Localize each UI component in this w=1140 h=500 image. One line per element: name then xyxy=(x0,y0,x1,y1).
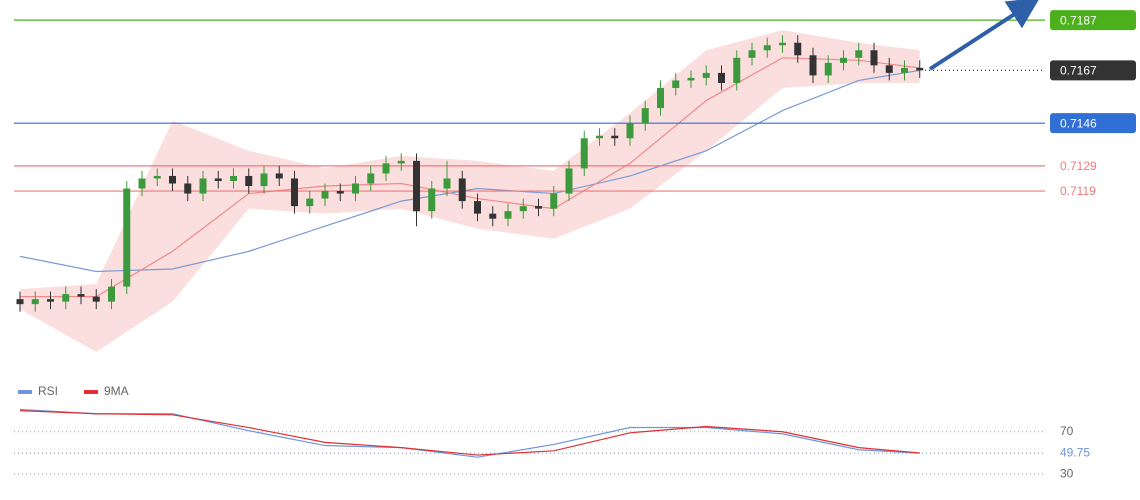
candle-body xyxy=(885,65,893,73)
candle-body xyxy=(458,178,466,202)
trend-arrow xyxy=(928,0,1041,71)
price-badge xyxy=(1050,10,1136,31)
candle-body xyxy=(31,299,39,305)
candle-body xyxy=(413,160,420,212)
price-label: 0.7129 xyxy=(1060,159,1097,173)
candle-body xyxy=(733,57,741,83)
candle-body xyxy=(92,296,100,302)
indicator-line xyxy=(19,409,920,456)
current-label: 49.75 xyxy=(1060,445,1090,459)
candle-body xyxy=(824,62,832,76)
indicator-line xyxy=(19,408,920,458)
candle-body xyxy=(763,45,771,51)
candle-body xyxy=(596,135,603,139)
candle-body xyxy=(214,178,222,181)
candle-body xyxy=(474,201,481,214)
candle-body xyxy=(62,294,70,302)
candle-body xyxy=(153,175,161,179)
candle-body xyxy=(123,188,131,287)
candle-body xyxy=(687,77,695,81)
candle-body xyxy=(779,42,786,46)
candle-body xyxy=(77,294,85,297)
candle-body xyxy=(336,191,344,194)
candle-body xyxy=(916,67,924,71)
price-label: 0.7187 xyxy=(1060,13,1097,27)
candle-body xyxy=(352,183,359,194)
price-label: 0.7167 xyxy=(1060,64,1097,78)
candle-body xyxy=(489,213,497,219)
legend-label: 9MA xyxy=(104,384,129,398)
price-label: 0.7146 xyxy=(1060,116,1097,130)
price-badge xyxy=(1050,60,1136,81)
candle-body xyxy=(16,299,24,305)
candle-body xyxy=(169,175,176,184)
candle-body xyxy=(199,178,207,194)
candle-body xyxy=(382,163,390,174)
candle-body xyxy=(550,193,558,209)
candle-body xyxy=(184,183,192,194)
legend-swatch xyxy=(84,390,98,394)
candle-body xyxy=(702,72,710,78)
candle-body xyxy=(367,173,375,184)
candle-body xyxy=(855,50,863,58)
candle-body xyxy=(47,299,54,302)
moving-average xyxy=(19,69,920,273)
candle-body xyxy=(138,178,146,189)
candle-body xyxy=(718,72,725,83)
candle-body xyxy=(230,175,237,181)
candle-body xyxy=(657,87,664,109)
candle-body xyxy=(245,175,253,187)
candle-body xyxy=(260,173,268,187)
candle-body xyxy=(611,135,619,139)
candle-body xyxy=(641,108,649,124)
legend-swatch xyxy=(18,390,32,394)
candle-body xyxy=(901,67,908,73)
candle-body xyxy=(794,42,802,56)
candle-body xyxy=(321,191,329,199)
candle-body xyxy=(809,55,817,76)
candle-body xyxy=(840,57,847,63)
candle-body xyxy=(672,80,680,88)
candle-body xyxy=(428,188,436,212)
candle-body xyxy=(108,286,115,302)
candle-body xyxy=(580,138,588,169)
price-badge xyxy=(1050,113,1136,134)
candle-body xyxy=(291,178,298,207)
candle-body xyxy=(275,173,283,179)
y-tick-label: 70 xyxy=(1060,424,1074,438)
candle-body xyxy=(535,206,542,209)
candle-body xyxy=(565,168,573,194)
candle-body xyxy=(626,123,634,139)
legend-label: RSI xyxy=(38,384,58,398)
candle-body xyxy=(443,178,451,189)
candle-body xyxy=(748,50,756,58)
candle-body xyxy=(397,160,405,164)
candle-body xyxy=(504,211,512,219)
candle-body xyxy=(870,50,878,66)
candle-body xyxy=(306,198,314,207)
price-label: 0.7119 xyxy=(1060,184,1096,198)
candle-body xyxy=(519,206,527,212)
y-tick-label: 30 xyxy=(1060,466,1074,480)
